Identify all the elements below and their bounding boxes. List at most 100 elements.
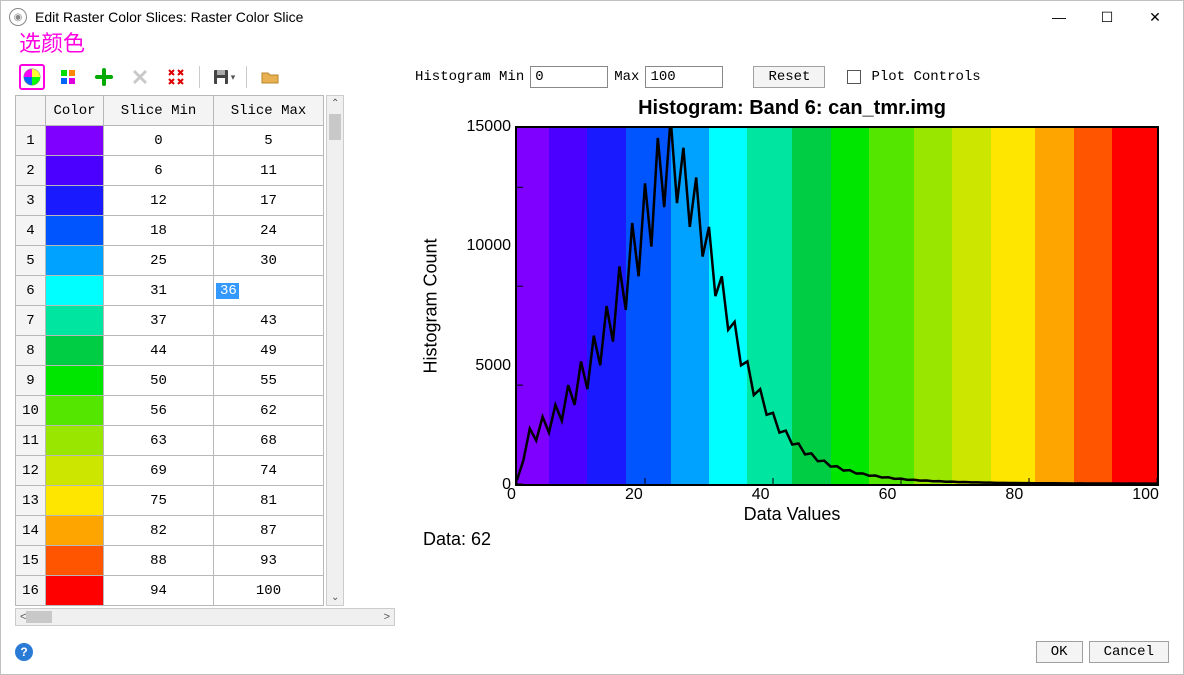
cell-max[interactable]: 43 xyxy=(214,306,324,336)
row-header[interactable]: 12 xyxy=(16,456,46,486)
cell-min[interactable]: 88 xyxy=(104,546,214,576)
cell-min[interactable]: 94 xyxy=(104,576,214,606)
minimize-button[interactable]: — xyxy=(1047,5,1071,29)
row-header[interactable]: 2 xyxy=(16,156,46,186)
close-button[interactable]: ✕ xyxy=(1143,5,1167,29)
color-cell[interactable] xyxy=(46,276,104,306)
cell-max[interactable]: 74 xyxy=(214,456,324,486)
cell-min[interactable]: 0 xyxy=(104,126,214,156)
row-header[interactable]: 16 xyxy=(16,576,46,606)
row-header[interactable]: 13 xyxy=(16,486,46,516)
cell-max[interactable]: 81 xyxy=(214,486,324,516)
cell-max[interactable]: 49 xyxy=(214,336,324,366)
cell-min[interactable]: 50 xyxy=(104,366,214,396)
color-cell[interactable] xyxy=(46,576,104,606)
plot-controls-checkbox[interactable] xyxy=(847,70,861,84)
color-cell[interactable] xyxy=(46,366,104,396)
col-header[interactable]: Slice Max xyxy=(214,96,324,126)
row-header[interactable]: 9 xyxy=(16,366,46,396)
table-row[interactable]: 1 0 5 xyxy=(16,126,324,156)
cell-min[interactable]: 63 xyxy=(104,426,214,456)
cell-max[interactable]: 11 xyxy=(214,156,324,186)
row-header[interactable]: 10 xyxy=(16,396,46,426)
cell-min[interactable]: 31 xyxy=(104,276,214,306)
row-header[interactable]: 8 xyxy=(16,336,46,366)
cell-max[interactable]: 100 xyxy=(214,576,324,606)
cell-min[interactable]: 12 xyxy=(104,186,214,216)
row-header[interactable]: 15 xyxy=(16,546,46,576)
table-row[interactable]: 15 88 93 xyxy=(16,546,324,576)
cell-max[interactable]: 24 xyxy=(214,216,324,246)
table-row[interactable]: 12 69 74 xyxy=(16,456,324,486)
cell-max[interactable]: 17 xyxy=(214,186,324,216)
cell-max[interactable]: 36 xyxy=(214,276,324,306)
color-cell[interactable] xyxy=(46,216,104,246)
table-row[interactable]: 4 18 24 xyxy=(16,216,324,246)
slice-table[interactable]: ColorSlice MinSlice Max 1 0 5 2 6 11 3 1… xyxy=(15,95,324,606)
table-row[interactable]: 8 44 49 xyxy=(16,336,324,366)
table-row[interactable]: 14 82 87 xyxy=(16,516,324,546)
hist-min-input[interactable] xyxy=(530,66,608,88)
color-cell[interactable] xyxy=(46,336,104,366)
table-row[interactable]: 10 56 62 xyxy=(16,396,324,426)
row-header[interactable]: 7 xyxy=(16,306,46,336)
color-cell[interactable] xyxy=(46,186,104,216)
color-cell[interactable] xyxy=(46,516,104,546)
cell-min[interactable]: 56 xyxy=(104,396,214,426)
new-default-button[interactable] xyxy=(55,64,81,90)
cell-min[interactable]: 82 xyxy=(104,516,214,546)
table-vscroll[interactable] xyxy=(326,95,344,606)
color-cell[interactable] xyxy=(46,246,104,276)
open-button[interactable] xyxy=(257,64,283,90)
row-header[interactable]: 4 xyxy=(16,216,46,246)
color-cell[interactable] xyxy=(46,306,104,336)
color-cell[interactable] xyxy=(46,486,104,516)
cell-min[interactable]: 75 xyxy=(104,486,214,516)
color-cell[interactable] xyxy=(46,456,104,486)
clear-button[interactable] xyxy=(163,64,189,90)
help-button[interactable]: ? xyxy=(15,643,33,661)
table-row[interactable]: 2 6 11 xyxy=(16,156,324,186)
cell-max[interactable]: 87 xyxy=(214,516,324,546)
cell-max[interactable]: 30 xyxy=(214,246,324,276)
cell-max[interactable]: 93 xyxy=(214,546,324,576)
plot-box[interactable] xyxy=(515,126,1159,486)
table-row[interactable]: 5 25 30 xyxy=(16,246,324,276)
row-header[interactable]: 14 xyxy=(16,516,46,546)
table-row[interactable]: 6 31 36 xyxy=(16,276,324,306)
cell-min[interactable]: 44 xyxy=(104,336,214,366)
table-row[interactable]: 16 94 100 xyxy=(16,576,324,606)
table-row[interactable]: 11 63 68 xyxy=(16,426,324,456)
cell-min[interactable]: 37 xyxy=(104,306,214,336)
maximize-button[interactable]: ☐ xyxy=(1095,5,1119,29)
color-wheel-button[interactable] xyxy=(19,64,45,90)
row-header[interactable]: 5 xyxy=(16,246,46,276)
table-row[interactable]: 9 50 55 xyxy=(16,366,324,396)
table-row[interactable]: 13 75 81 xyxy=(16,486,324,516)
cell-min[interactable]: 18 xyxy=(104,216,214,246)
color-cell[interactable] xyxy=(46,156,104,186)
cell-max[interactable]: 55 xyxy=(214,366,324,396)
col-header[interactable]: Color xyxy=(46,96,104,126)
table-hscroll[interactable]: <> xyxy=(15,608,395,626)
color-cell[interactable] xyxy=(46,396,104,426)
cancel-button[interactable]: Cancel xyxy=(1089,641,1169,663)
row-header[interactable]: 1 xyxy=(16,126,46,156)
cell-max[interactable]: 68 xyxy=(214,426,324,456)
cell-max[interactable]: 5 xyxy=(214,126,324,156)
table-row[interactable]: 7 37 43 xyxy=(16,306,324,336)
ok-button[interactable]: OK xyxy=(1036,641,1083,663)
row-header[interactable]: 6 xyxy=(16,276,46,306)
add-button[interactable] xyxy=(91,64,117,90)
color-cell[interactable] xyxy=(46,546,104,576)
col-header[interactable]: Slice Min xyxy=(104,96,214,126)
color-cell[interactable] xyxy=(46,426,104,456)
reset-button[interactable]: Reset xyxy=(753,66,825,88)
table-row[interactable]: 3 12 17 xyxy=(16,186,324,216)
hist-max-input[interactable] xyxy=(645,66,723,88)
cell-min[interactable]: 25 xyxy=(104,246,214,276)
row-header[interactable]: 11 xyxy=(16,426,46,456)
row-header[interactable]: 3 xyxy=(16,186,46,216)
save-button[interactable]: ▾ xyxy=(210,64,236,90)
delete-button[interactable] xyxy=(127,64,153,90)
